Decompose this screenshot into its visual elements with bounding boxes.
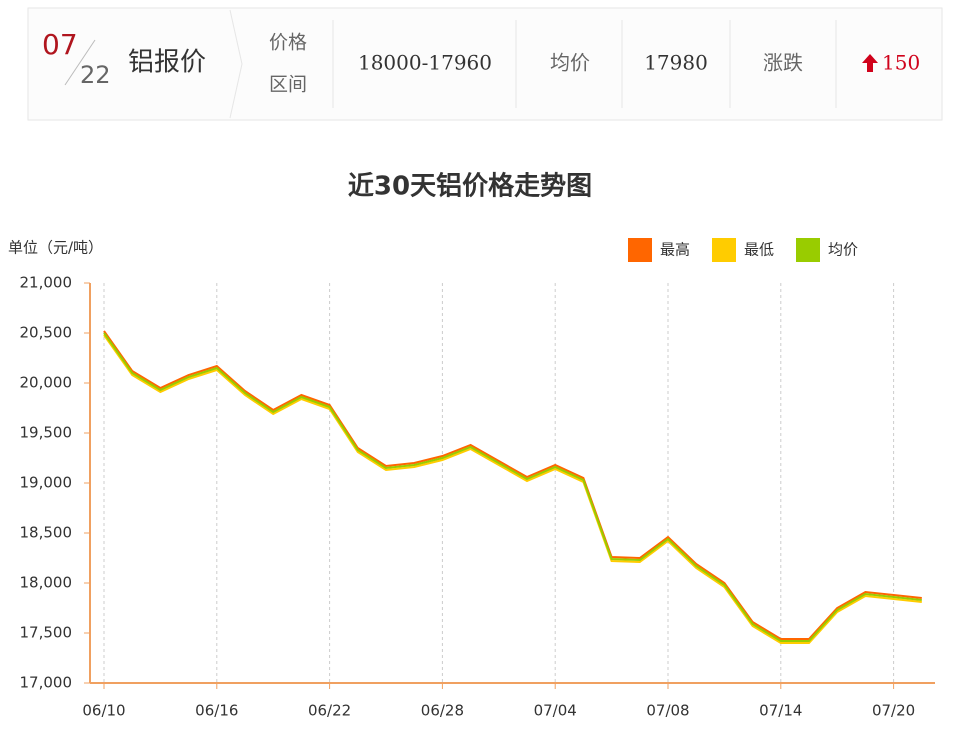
change-label: 涨跌 [763,51,803,75]
series-line [103,330,922,640]
series-line [103,334,922,644]
x-tick-label: 07/20 [872,702,915,720]
y-tick-label: 17,500 [20,624,73,642]
y-tick-label: 17,000 [20,674,73,692]
avg-label: 均价 [550,51,590,75]
range: 18000-17960 [358,51,492,75]
series-line [103,332,922,642]
x-tick-label: 07/08 [646,702,689,720]
month: 07 [42,28,78,61]
y-tick-label: 18,500 [20,524,73,542]
range-label: 价格 [269,32,307,54]
x-tick-label: 07/14 [759,702,802,720]
y-tick-label: 18,000 [20,574,73,592]
price-bar [27,7,943,121]
y-tick-label: 20,500 [20,324,73,342]
y-tick-label: 19,000 [20,474,73,492]
legend-label: 均价 [828,241,858,259]
range-label: 区间 [269,74,307,96]
x-tick-label: 06/10 [82,702,125,720]
day: 22 [80,61,111,89]
y-axis-label: 单位（元/吨） [8,239,103,257]
legend-label: 最高 [660,241,690,259]
x-tick-label: 07/04 [534,702,577,720]
legend-swatch [796,238,820,262]
up-arrow [862,54,878,72]
legend-label: 最低 [744,241,774,259]
x-tick-label: 06/16 [195,702,238,720]
x-tick-label: 06/28 [421,702,464,720]
y-tick-label: 19,500 [20,424,73,442]
date-slash [64,39,96,86]
legend-swatch [712,238,736,262]
change: 150 [882,51,920,75]
y-tick-label: 21,000 [20,274,73,292]
chart-title: 近30天铝价格走势图 [348,171,592,202]
chevron [229,9,243,119]
y-tick-label: 20,000 [20,374,73,392]
avg: 17980 [644,51,708,75]
legend-swatch [628,238,652,262]
x-tick-label: 06/22 [308,702,351,720]
name: 铝报价 [128,48,206,78]
